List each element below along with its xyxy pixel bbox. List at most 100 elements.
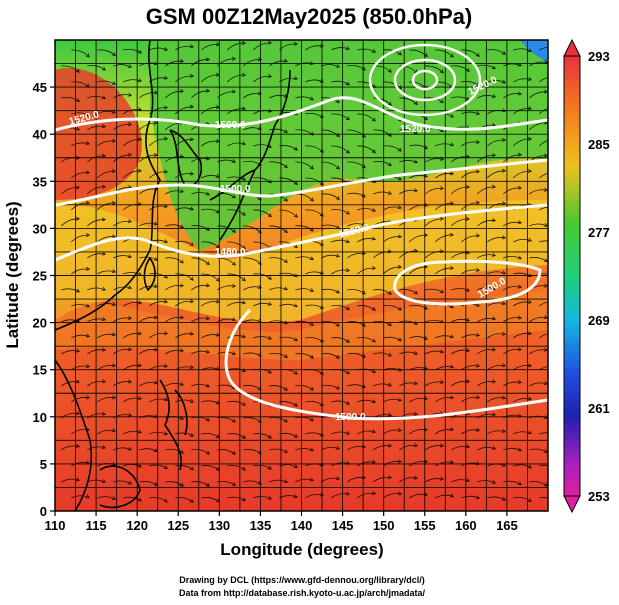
streamline-arrow xyxy=(127,285,133,290)
streamline-arrow xyxy=(345,430,351,435)
streamline xyxy=(477,380,496,387)
streamline-arrow xyxy=(439,69,444,74)
streamline xyxy=(357,81,376,88)
streamline xyxy=(487,333,506,339)
streamline xyxy=(86,219,106,227)
streamline-arrow xyxy=(257,229,262,234)
streamline-arrow xyxy=(293,433,298,438)
streamline xyxy=(513,301,532,307)
streamline xyxy=(529,349,548,355)
streamline xyxy=(279,336,298,342)
streamline xyxy=(487,430,506,435)
streamline xyxy=(539,497,548,499)
streamline-arrow xyxy=(465,250,471,255)
contour-label: 1500.0 xyxy=(220,184,251,195)
streamline xyxy=(435,397,454,403)
streamline-arrow xyxy=(293,337,298,342)
streamline xyxy=(331,269,350,275)
streamline-arrow xyxy=(267,275,272,280)
streamline-arrow xyxy=(101,379,107,384)
streamline-arrow xyxy=(85,364,91,368)
streamline xyxy=(539,240,548,243)
streamline xyxy=(253,144,272,148)
streamline-arrow xyxy=(111,52,116,57)
streamline xyxy=(408,266,428,275)
streamline xyxy=(383,398,402,403)
streamline xyxy=(399,159,418,164)
streamline-arrow xyxy=(75,68,80,73)
y-tick-label: 10 xyxy=(33,410,47,425)
streamline xyxy=(87,413,106,419)
streamline xyxy=(435,173,454,179)
streamline xyxy=(503,381,522,387)
y-tick-label: 20 xyxy=(33,316,47,331)
streamline-arrow xyxy=(439,216,445,221)
streamline xyxy=(461,462,480,467)
streamline xyxy=(253,336,272,340)
streamline-arrow xyxy=(319,338,324,343)
streamline xyxy=(174,106,194,115)
streamline xyxy=(113,381,132,387)
streamline xyxy=(96,202,116,211)
streamline xyxy=(357,337,376,343)
streamline-arrow xyxy=(554,432,557,435)
streamline xyxy=(253,209,272,218)
contour-label: 1520.0 xyxy=(400,124,431,135)
streamline-arrow xyxy=(153,90,159,95)
streamline-arrow xyxy=(413,248,419,253)
streamline-arrow xyxy=(371,306,376,311)
streamline xyxy=(165,284,184,291)
streamline xyxy=(408,234,428,243)
streamline xyxy=(243,319,262,323)
streamline xyxy=(253,110,272,115)
streamline-arrow xyxy=(335,253,341,258)
colorbar-label: 285 xyxy=(588,137,610,152)
streamline-arrow xyxy=(475,139,481,144)
streamline-arrow xyxy=(345,149,350,154)
streamline-arrow xyxy=(101,479,107,483)
streamline-arrow xyxy=(397,51,402,56)
streamline-arrow xyxy=(205,482,210,487)
streamline-arrow xyxy=(423,53,428,58)
streamline xyxy=(331,400,350,405)
streamline xyxy=(86,155,106,163)
streamline xyxy=(409,493,428,499)
streamline-arrow xyxy=(85,141,91,146)
streamline xyxy=(487,237,506,243)
streamline xyxy=(347,223,366,227)
streamline-arrow xyxy=(257,352,262,357)
streamline-arrow xyxy=(501,428,507,433)
streamline-arrow xyxy=(189,276,194,281)
streamline xyxy=(269,320,288,325)
streamline xyxy=(123,464,142,468)
streamline xyxy=(503,63,522,67)
streamline xyxy=(434,234,454,243)
streamline-arrow xyxy=(413,290,418,295)
streamline xyxy=(460,235,480,243)
streamline-arrow xyxy=(501,331,507,336)
streamline-arrow xyxy=(439,319,445,324)
streamline xyxy=(461,81,480,87)
streamline-arrow xyxy=(179,381,185,386)
streamline xyxy=(347,252,366,259)
streamline xyxy=(175,240,194,246)
contour-label: 1480.0 xyxy=(215,247,246,258)
streamline-arrow xyxy=(283,354,288,358)
streamline-arrow xyxy=(283,229,288,234)
streamline xyxy=(201,367,220,371)
streamline-arrow xyxy=(137,300,143,305)
streamline-arrow xyxy=(335,476,341,481)
streamline-arrow xyxy=(554,206,557,209)
streamline xyxy=(451,380,470,387)
streamline-arrow xyxy=(397,428,403,433)
streamline xyxy=(227,496,246,502)
streamline-arrow xyxy=(153,315,159,320)
streamline-arrow xyxy=(137,497,142,502)
streamline-arrow xyxy=(127,254,133,259)
streamline xyxy=(243,92,262,99)
streamline xyxy=(201,301,220,307)
streamline-arrow xyxy=(127,64,132,68)
streamline xyxy=(87,287,106,291)
streamline-arrow xyxy=(127,446,133,451)
streamline xyxy=(461,111,480,115)
